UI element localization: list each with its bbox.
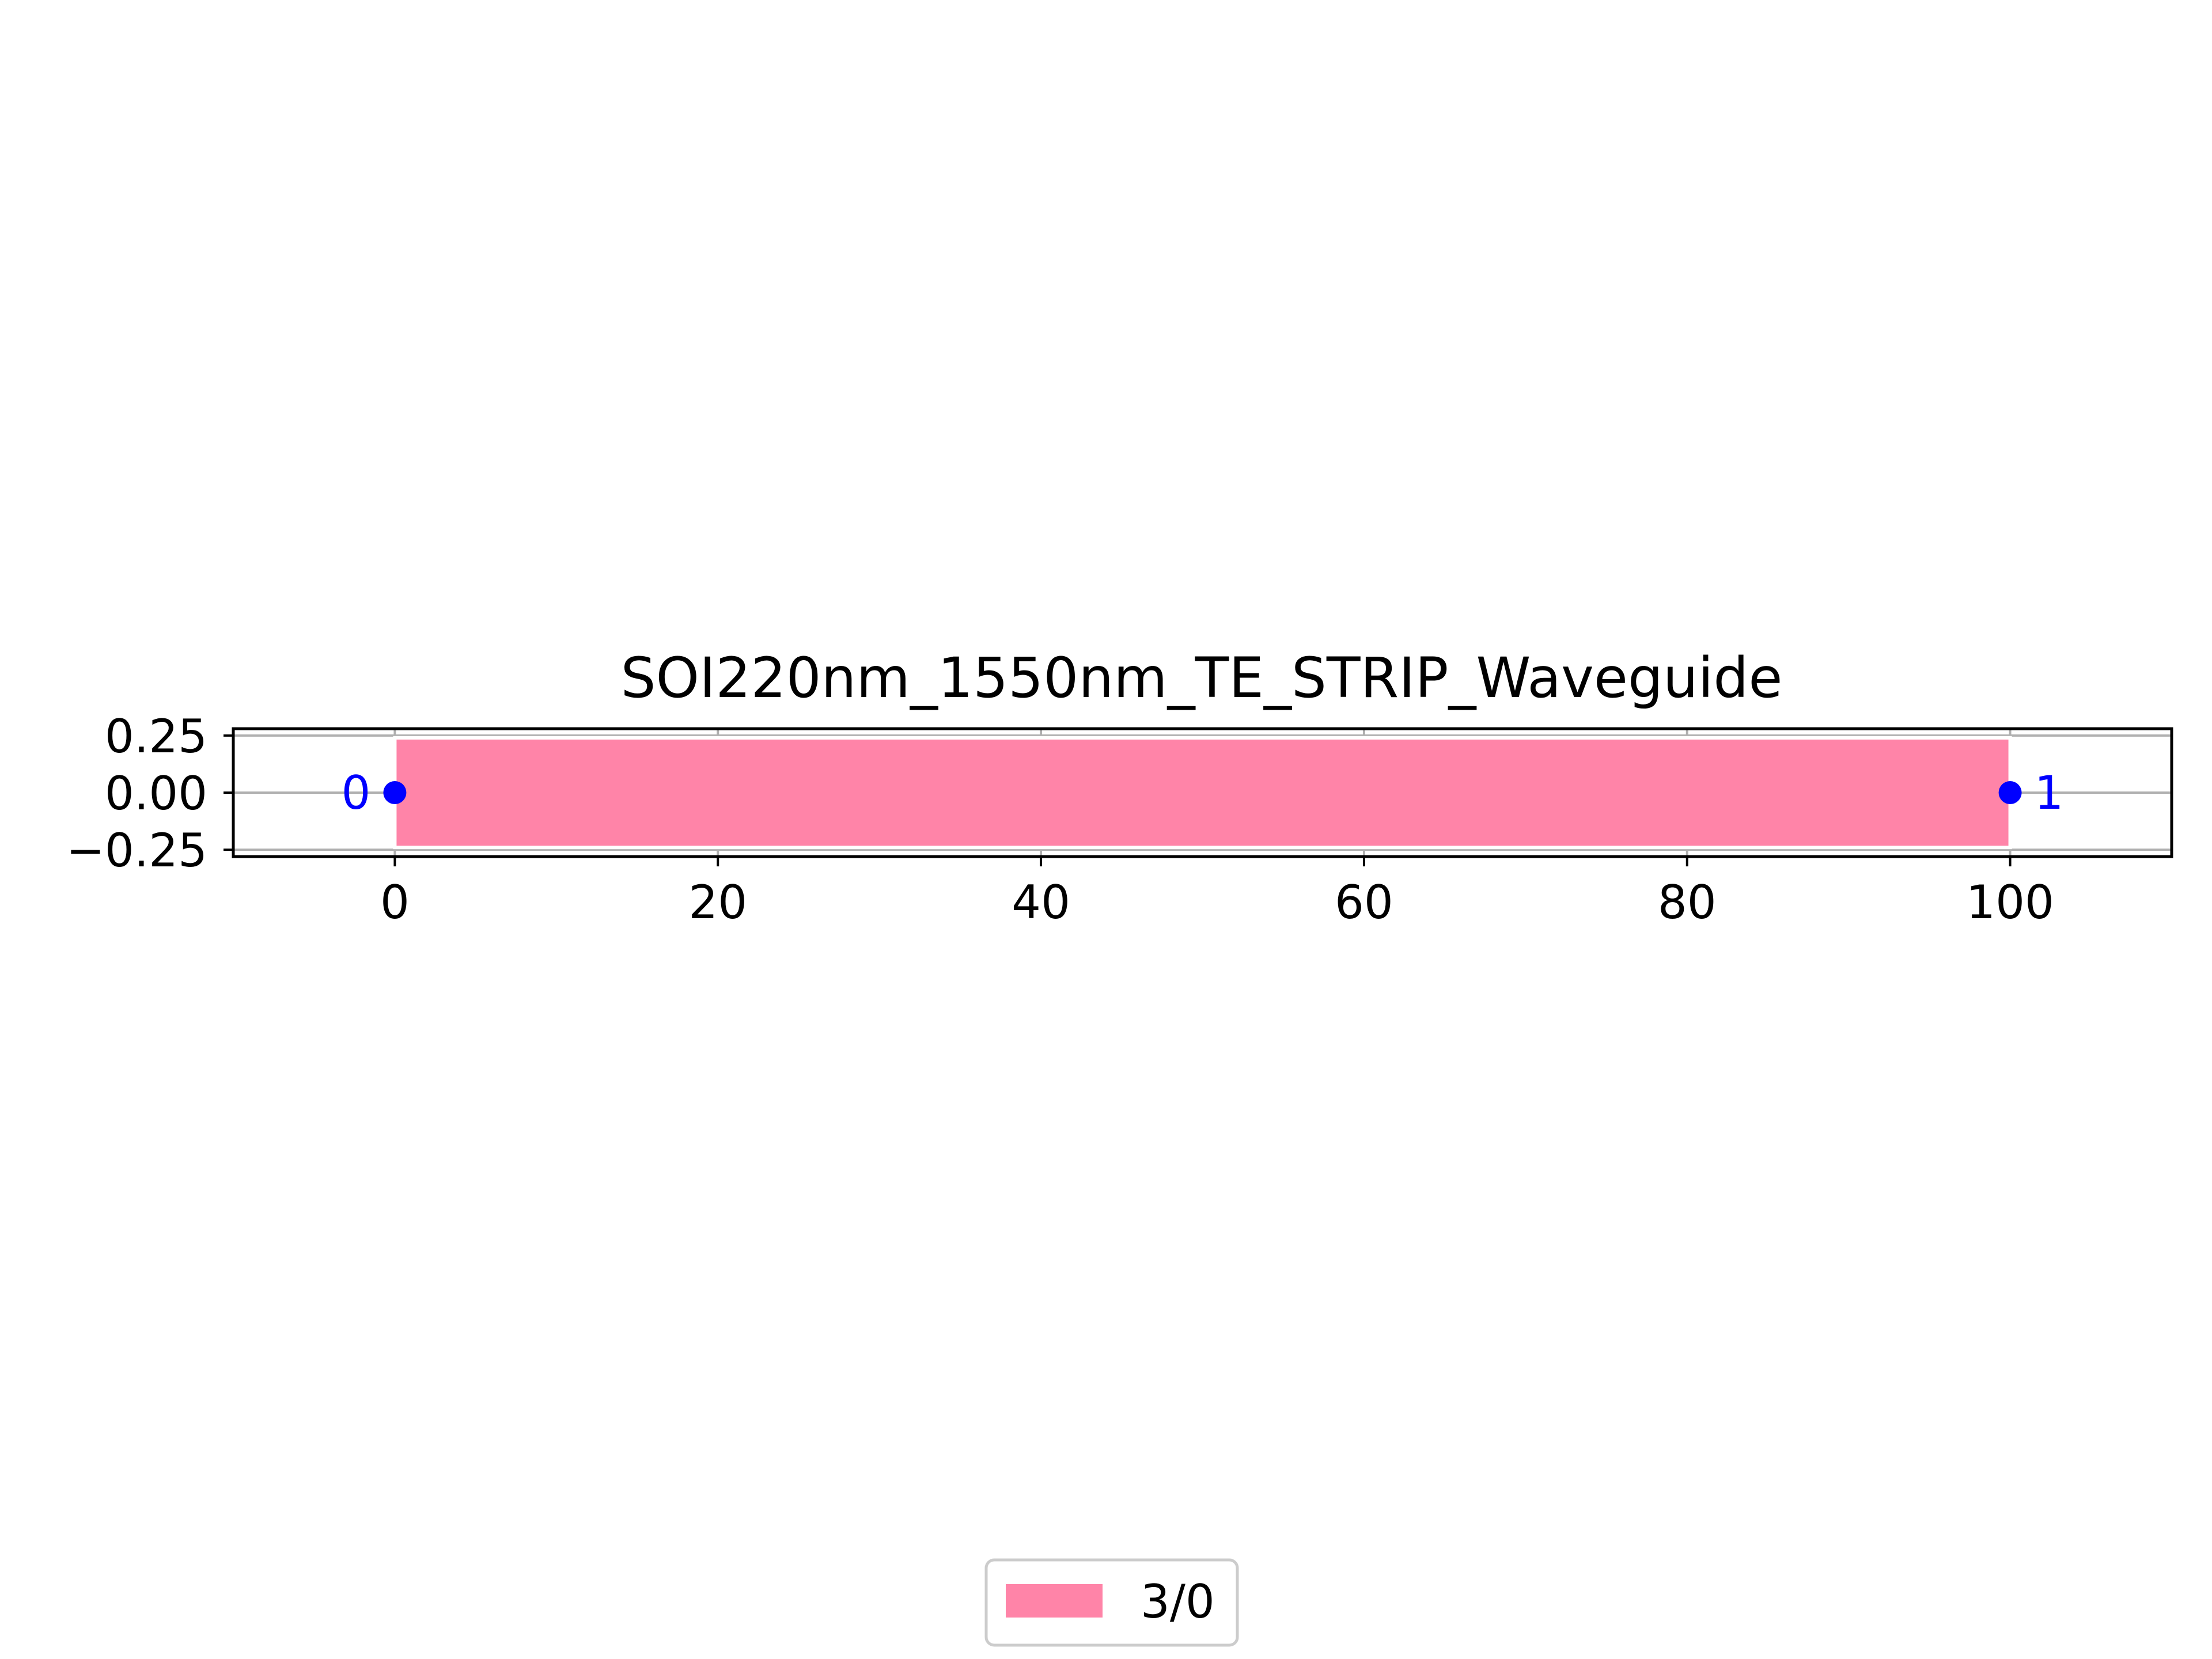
y-axis: 0.250.00−0.25 <box>66 710 233 877</box>
legend-label: 3/0 <box>1141 1575 1215 1628</box>
x-tick-label: 100 <box>1966 876 2054 929</box>
y-tick-label: 0.25 <box>105 710 207 763</box>
legend-swatch <box>1006 1584 1103 1618</box>
x-tick-label: 60 <box>1335 876 1393 929</box>
waveguide-polygon <box>393 736 2012 850</box>
port-marker <box>383 781 407 804</box>
x-tick-label: 80 <box>1658 876 1717 929</box>
port-label: 0 <box>342 766 371 820</box>
chart-title: SOI220nm_1550nm_TE_STRIP_Waveguide <box>621 646 1783 710</box>
y-tick-label: −0.25 <box>66 824 207 877</box>
x-axis: 0 20 40 60 80 100 <box>380 857 2054 929</box>
y-tick-label: 0.00 <box>105 767 207 820</box>
legend: 3/0 <box>984 1558 1239 1647</box>
x-tick-label: 40 <box>1012 876 1070 929</box>
x-tick-label: 0 <box>380 876 410 929</box>
x-tick-label: 20 <box>688 876 747 929</box>
port-label: 1 <box>2035 766 2064 820</box>
legend-box <box>984 1558 1239 1647</box>
port-marker <box>1998 781 2022 804</box>
